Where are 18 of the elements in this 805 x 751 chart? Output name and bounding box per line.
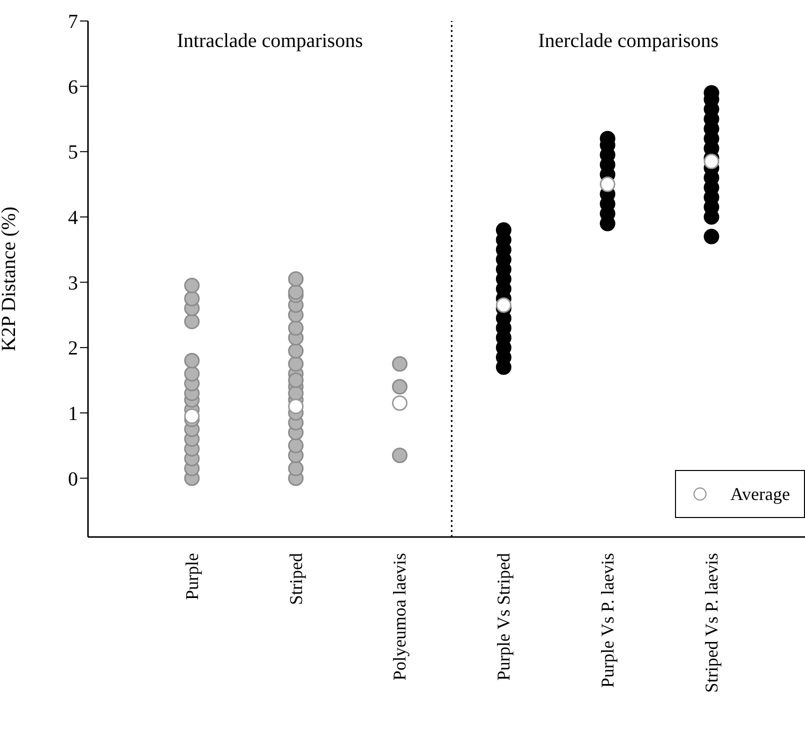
y-tick-label: 2 (68, 338, 78, 360)
y-tick-label: 5 (68, 142, 78, 164)
y-tick-label: 6 (68, 76, 78, 98)
legend-label: Average (730, 484, 790, 504)
x-tick-label: Striped (286, 553, 306, 605)
y-tick-label: 1 (68, 403, 78, 425)
x-tick-label: Purple (182, 552, 202, 600)
x-tick-label: Polyeumoa laevis (390, 553, 410, 680)
annotation: Inerclade comparisons (538, 30, 719, 53)
y-axis-title: K2P Distance (%) (0, 206, 20, 352)
x-tick-label: Purple Vs Striped (494, 553, 514, 681)
y-tick-label: 4 (68, 207, 78, 230)
y-tick-label: 3 (68, 272, 78, 294)
x-tick-label: Striped Vs P. laevis (701, 553, 722, 693)
y-tick-label: 7 (68, 11, 78, 34)
annotation: Intraclade comparisons (176, 30, 363, 53)
x-tick-label: Purple Vs P. laevis (598, 553, 618, 688)
y-tick-label: 0 (68, 468, 78, 490)
